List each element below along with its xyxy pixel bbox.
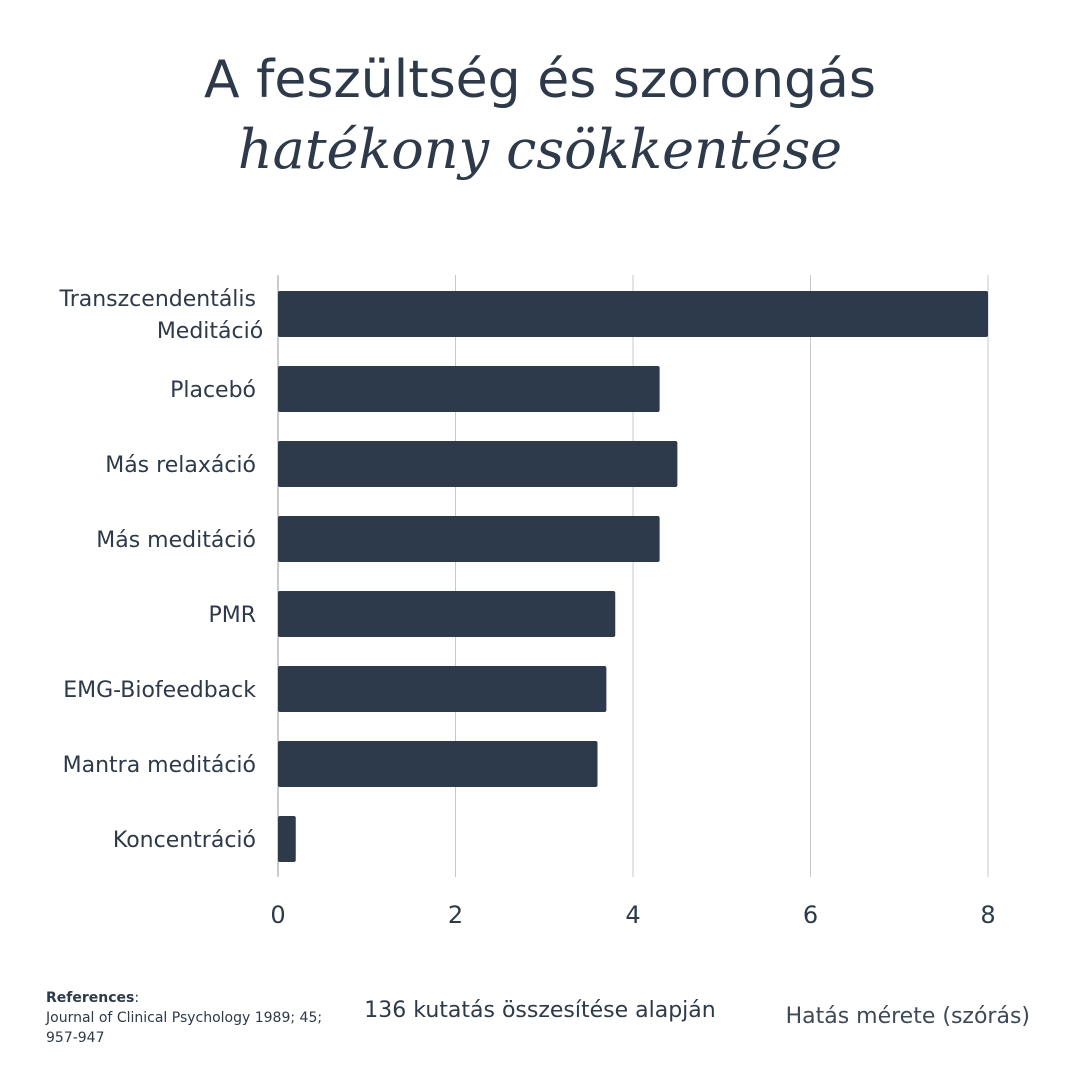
category-label-line: Placebó <box>170 378 256 403</box>
x-tick-label: 6 <box>803 901 818 929</box>
x-tick-label: 4 <box>625 901 640 929</box>
x-tick-label: 8 <box>980 901 995 929</box>
bars <box>278 291 988 862</box>
x-tick-label: 2 <box>448 901 463 929</box>
x-axis-title: Hatás mérete (szórás) <box>785 1004 1030 1029</box>
category-label: Más meditáció <box>96 528 256 553</box>
bar <box>278 816 296 862</box>
category-label-line: EMG-Biofeedback <box>63 678 256 703</box>
category-label-line: Koncentráció <box>113 828 256 853</box>
references-label: References <box>46 990 135 1006</box>
category-label: Placebó <box>170 378 256 403</box>
bar <box>278 666 607 712</box>
bar <box>278 516 660 562</box>
category-label-line: Transzcendentális <box>59 287 257 312</box>
category-label-line: Más relaxáció <box>105 453 256 478</box>
category-label-line: PMR <box>208 603 256 628</box>
category-label: Transzcendentális Meditáció <box>59 287 264 344</box>
bar <box>278 741 598 787</box>
x-tick-label: 0 <box>270 901 285 929</box>
study-count-note: 136 kutatás összesítése alapján <box>364 998 716 1023</box>
category-label: Mantra meditáció <box>63 753 256 778</box>
bar <box>278 591 616 637</box>
category-labels: Transzcendentális Meditáció Placebó Más rel… <box>59 287 264 853</box>
category-label: Koncentráció <box>113 828 256 853</box>
category-label-line: Más meditáció <box>96 528 256 553</box>
category-label: EMG-Biofeedback <box>63 678 256 703</box>
bar <box>278 291 988 337</box>
bar <box>278 366 660 412</box>
chart-title-line2: hatékony csökkentése <box>237 118 843 181</box>
references-colon: : <box>134 990 140 1006</box>
category-label: Más relaxáció <box>105 453 256 478</box>
category-label: PMR <box>208 603 256 628</box>
bar <box>278 441 678 487</box>
references-block: References: Journal of Clinical Psycholo… <box>46 988 326 1048</box>
x-tick-labels: 0 2 4 6 8 <box>270 901 995 929</box>
category-label-line: Mantra meditáció <box>63 753 256 778</box>
references-text: Journal of Clinical Psychology 1989; 45;… <box>46 1010 323 1046</box>
chart-title-line1: A feszültség és szorongás <box>204 50 876 110</box>
category-label-line: Meditáció <box>157 319 263 344</box>
